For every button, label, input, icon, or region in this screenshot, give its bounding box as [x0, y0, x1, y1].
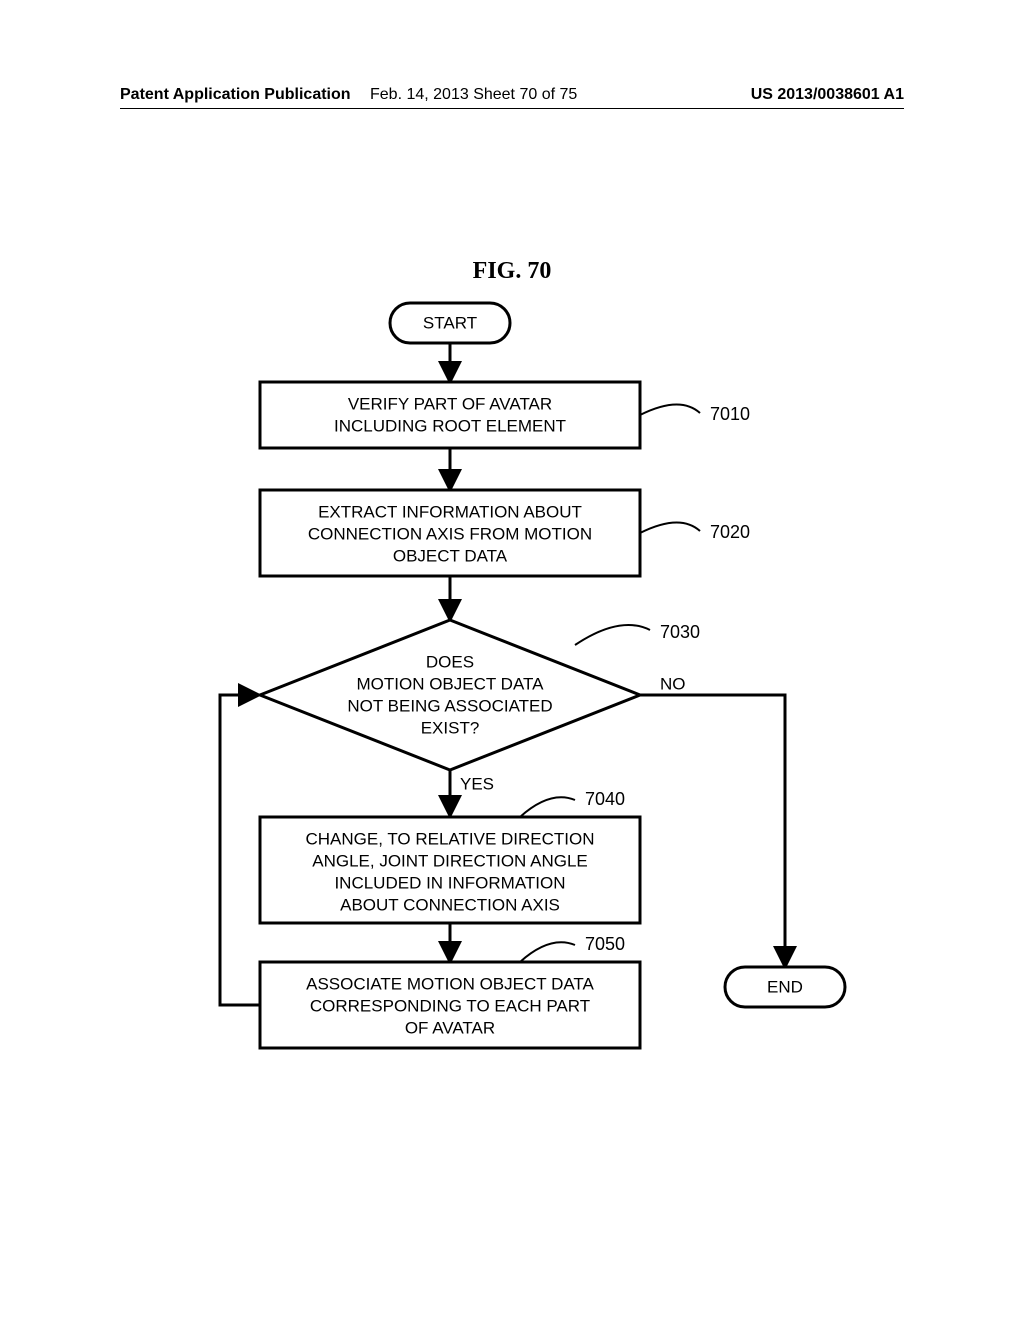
svg-text:ANGLE, JOINT DIRECTION ANGLE: ANGLE, JOINT DIRECTION ANGLE: [312, 851, 588, 870]
figure-title: FIG. 70: [0, 258, 1024, 285]
svg-text:CONNECTION AXIS FROM MOTION: CONNECTION AXIS FROM MOTION: [308, 524, 592, 543]
no-label: NO: [660, 674, 686, 693]
svg-text:OF AVATAR: OF AVATAR: [405, 1018, 495, 1037]
ref-line-7030: [575, 625, 650, 645]
ref-line-7010: [640, 404, 700, 415]
svg-text:INCLUDING ROOT ELEMENT: INCLUDING ROOT ELEMENT: [334, 416, 566, 435]
node-7040: CHANGE, TO RELATIVE DIRECTION ANGLE, JOI…: [260, 817, 640, 923]
flowchart-container: START VERIFY PART OF AVATAR INCLUDING RO…: [0, 295, 1024, 1095]
ref-line-7020: [640, 522, 700, 533]
header-left: Patent Application Publication: [120, 86, 351, 103]
svg-text:VERIFY PART OF AVATAR: VERIFY PART OF AVATAR: [348, 394, 552, 413]
ref-line-7050: [520, 942, 575, 962]
page: Patent Application Publication Feb. 14, …: [0, 0, 1024, 1320]
svg-text:NOT BEING ASSOCIATED: NOT BEING ASSOCIATED: [347, 696, 552, 715]
ref-7020: 7020: [710, 522, 750, 542]
node-7020: EXTRACT INFORMATION ABOUT CONNECTION AXI…: [260, 490, 640, 576]
svg-text:INCLUDED IN INFORMATION: INCLUDED IN INFORMATION: [334, 873, 565, 892]
ref-7030: 7030: [660, 622, 700, 642]
svg-text:CHANGE, TO RELATIVE DIRECTION: CHANGE, TO RELATIVE DIRECTION: [305, 829, 594, 848]
header-center: Feb. 14, 2013 Sheet 70 of 75: [370, 86, 577, 104]
svg-text:DOES: DOES: [426, 652, 474, 671]
header-right: US 2013/0038601 A1: [751, 86, 904, 104]
ref-7040: 7040: [585, 789, 625, 809]
flowchart-svg: START VERIFY PART OF AVATAR INCLUDING RO…: [0, 295, 1024, 1095]
ref-line-7040: [520, 797, 575, 817]
edge-7030-end: [640, 695, 785, 964]
svg-text:EXTRACT INFORMATION ABOUT: EXTRACT INFORMATION ABOUT: [318, 502, 582, 521]
start-label: START: [423, 313, 477, 332]
node-start: START: [390, 303, 510, 343]
svg-text:OBJECT DATA: OBJECT DATA: [393, 546, 508, 565]
node-end: END: [725, 967, 845, 1007]
end-label: END: [767, 977, 803, 996]
svg-text:MOTION OBJECT DATA: MOTION OBJECT DATA: [356, 674, 544, 693]
node-7010: VERIFY PART OF AVATAR INCLUDING ROOT ELE…: [260, 382, 640, 448]
edge-7050-7030: [220, 695, 260, 1005]
yes-label: YES: [460, 774, 494, 793]
node-7030: DOES MOTION OBJECT DATA NOT BEING ASSOCI…: [260, 620, 640, 770]
svg-text:ABOUT CONNECTION AXIS: ABOUT CONNECTION AXIS: [340, 895, 560, 914]
ref-7050: 7050: [585, 934, 625, 954]
svg-text:EXIST?: EXIST?: [421, 718, 480, 737]
svg-text:ASSOCIATE MOTION OBJECT DATA: ASSOCIATE MOTION OBJECT DATA: [306, 974, 594, 993]
page-header: Patent Application Publication Feb. 14, …: [120, 86, 904, 109]
svg-text:CORRESPONDING TO EACH PART: CORRESPONDING TO EACH PART: [310, 996, 590, 1015]
ref-7010: 7010: [710, 404, 750, 424]
node-7050: ASSOCIATE MOTION OBJECT DATA CORRESPONDI…: [260, 962, 640, 1048]
